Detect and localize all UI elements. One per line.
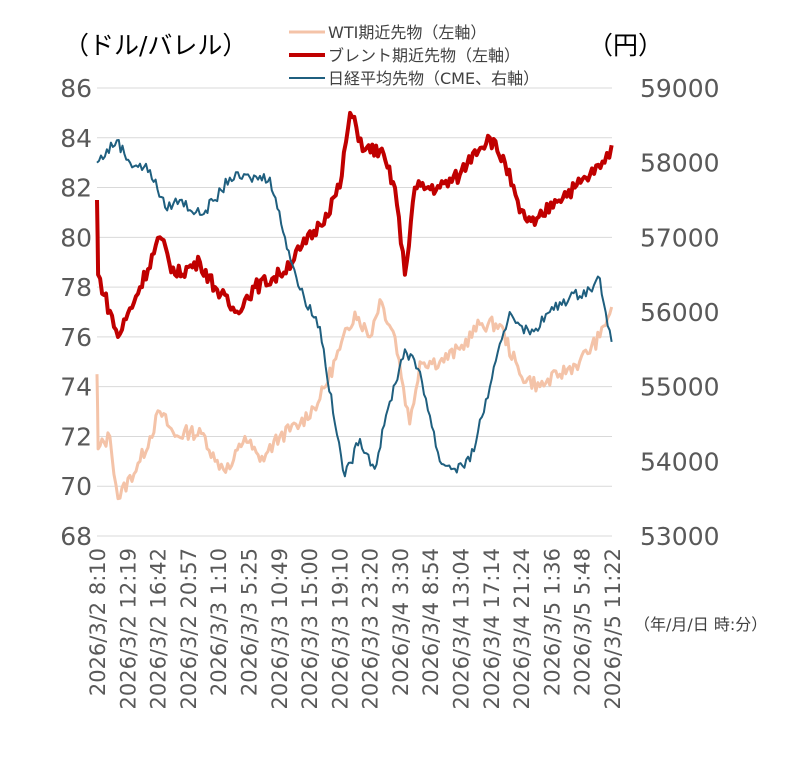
x-tick-label: 2026/3/4 13:04 xyxy=(450,548,474,710)
x-axis-unit: （年/月/日 時:分） xyxy=(634,615,767,634)
right-axis-unit: （円） xyxy=(588,31,663,60)
legend: WTI期近先物（左軸） ブレント期近先物（左軸） 日経平均先物（CME、右軸） xyxy=(289,23,539,88)
left-tick-label: 70 xyxy=(60,472,92,501)
series-line-0 xyxy=(95,298,614,501)
left-tick-label: 76 xyxy=(60,323,92,352)
right-tick-label: 54000 xyxy=(640,447,720,476)
left-tick-label: 72 xyxy=(60,422,92,451)
left-tick-label: 86 xyxy=(60,74,92,103)
left-tick-label: 78 xyxy=(60,273,92,302)
legend-label: 日経平均先物（CME、右軸） xyxy=(328,69,539,88)
x-tick-label: 2026/3/2 8:10 xyxy=(86,548,110,696)
x-tick-label: 2026/3/4 17:14 xyxy=(480,548,504,710)
x-tick-label: 2026/3/2 20:57 xyxy=(177,548,201,710)
x-tick-label: 2026/3/3 10:49 xyxy=(268,548,292,710)
x-tick-label: 2026/3/2 16:42 xyxy=(147,548,171,710)
series-lines xyxy=(95,110,614,501)
left-tick-label: 80 xyxy=(60,223,92,252)
right-tick-label: 53000 xyxy=(640,522,720,551)
left-tick-label: 74 xyxy=(60,373,92,402)
x-tick-label: 2026/3/5 11:22 xyxy=(601,548,625,710)
right-tick-label: 56000 xyxy=(640,298,720,327)
right-tick-label: 59000 xyxy=(640,74,720,103)
right-tick-label: 55000 xyxy=(640,373,720,402)
left-tick-label: 82 xyxy=(60,174,92,203)
x-tick-label: 2026/3/4 21:24 xyxy=(510,548,534,710)
x-tick-label: 2026/3/3 19:10 xyxy=(328,548,352,710)
x-tick-label: 2026/3/4 8:54 xyxy=(419,548,443,696)
x-tick-label: 2026/3/5 1:36 xyxy=(540,548,564,696)
x-tick-label: 2026/3/3 23:20 xyxy=(359,548,383,710)
x-tick-label: 2026/3/3 15:00 xyxy=(298,548,322,710)
x-tick-label: 2026/3/2 12:19 xyxy=(116,548,140,710)
legend-label: ブレント期近先物（左軸） xyxy=(328,46,520,65)
x-tick-label: 2026/3/4 3:30 xyxy=(389,548,413,696)
left-tick-label: 84 xyxy=(60,124,92,153)
right-tick-label: 58000 xyxy=(640,149,720,178)
x-tick-label: 2026/3/3 5:25 xyxy=(237,548,261,696)
legend-label: WTI期近先物（左軸） xyxy=(328,23,486,42)
x-tick-label: 2026/3/5 5:48 xyxy=(571,548,595,696)
left-tick-label: 68 xyxy=(60,522,92,551)
series-line-1 xyxy=(95,110,614,339)
right-tick-label: 57000 xyxy=(640,223,720,252)
axis-ticks: 68 70 72 74 76 78 80 82 84 86 53000 54000 55000 56000… xyxy=(60,74,719,710)
left-axis-unit: （ドル/バレル） xyxy=(64,31,247,60)
x-tick-label: 2026/3/3 1:10 xyxy=(207,548,231,696)
series-line-2 xyxy=(96,139,613,478)
